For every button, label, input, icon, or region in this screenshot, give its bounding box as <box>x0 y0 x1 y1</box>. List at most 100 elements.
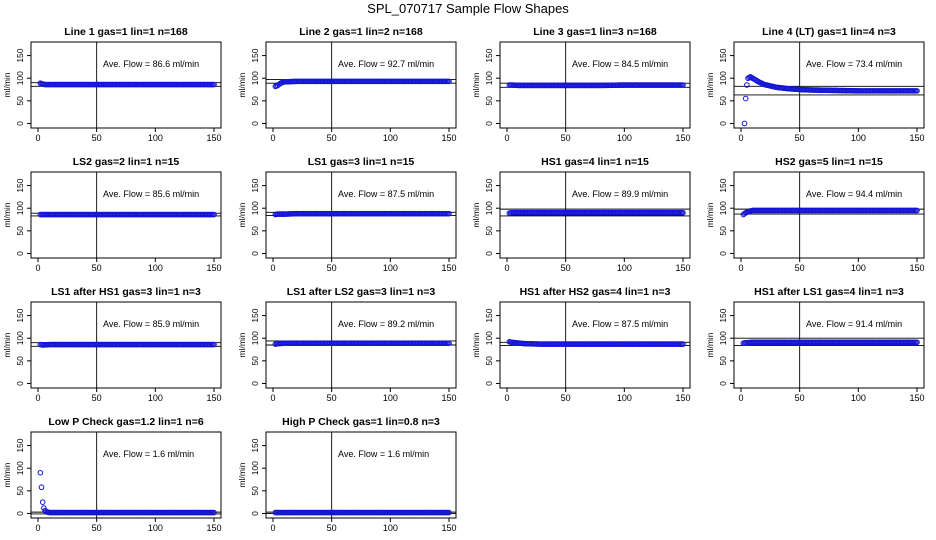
ave-flow-annotation: Ave. Flow = 1.6 ml/min <box>103 449 194 459</box>
data-point <box>742 95 749 102</box>
panel-12: HS1 after LS1 gas=4 lin=1 n=3 ml/min 0 50 10… <box>705 286 925 403</box>
y-axis-label: ml/min <box>705 202 715 227</box>
data-point <box>914 207 920 214</box>
panel-frame <box>265 171 457 259</box>
x-tick-label: 100 <box>148 523 163 533</box>
data-point <box>38 484 45 491</box>
y-tick-label: 100 <box>250 331 260 345</box>
x-tick-label: 0 <box>504 263 509 273</box>
x-tick-label: 150 <box>206 393 221 403</box>
figure-title: SPL_070717 Sample Flow Shapes <box>367 1 569 16</box>
panel-title: HS1 after HS2 gas=4 lin=1 n=3 <box>520 286 671 298</box>
panel-4: Line 4 (LT) gas=1 lin=4 n=3 ml/min 0 50 100 1… <box>705 26 925 143</box>
ave-flow-annotation: Ave. Flow = 91.4 ml/min <box>806 319 902 329</box>
panel-9: LS1 after HS1 gas=3 lin=1 n=3 ml/min 0 50 10… <box>2 286 222 403</box>
y-tick-label: 150 <box>15 438 25 452</box>
y-axis-label: ml/min <box>2 202 12 227</box>
panel-1: Line 1 gas=1 lin=1 n=168 ml/min 0 50 100 150 0… <box>2 26 222 143</box>
data-point <box>741 120 748 127</box>
y-tick-label: 50 <box>718 356 728 366</box>
data-point <box>211 341 217 348</box>
y-tick-label: 0 <box>718 121 728 126</box>
panel-title: HS2 gas=5 lin=1 n=15 <box>775 156 883 168</box>
y-tick-label: 100 <box>718 201 728 215</box>
y-axis-label: ml/min <box>471 72 481 97</box>
ave-flow-annotation: Ave. Flow = 85.6 ml/min <box>103 189 199 199</box>
y-tick-label: 50 <box>718 96 728 106</box>
y-tick-label: 0 <box>250 121 260 126</box>
y-axis-label: ml/min <box>2 72 12 97</box>
y-tick-label: 50 <box>484 226 494 236</box>
panel-6: LS1 gas=3 lin=1 n=15 ml/min 0 50 100 150 0 50 10… <box>237 156 457 273</box>
x-tick-label: 0 <box>270 523 275 533</box>
data-point <box>744 82 750 88</box>
x-tick-label: 150 <box>441 133 456 143</box>
y-tick-label: 150 <box>15 178 25 192</box>
x-tick-label: 50 <box>561 393 571 403</box>
y-tick-label: 100 <box>484 201 494 215</box>
x-tick-label: 100 <box>851 393 866 403</box>
panel-frame <box>30 301 222 389</box>
ave-flow-annotation: Ave. Flow = 73.4 ml/min <box>806 59 902 69</box>
y-tick-label: 150 <box>718 48 728 62</box>
y-axis-label: ml/min <box>471 332 481 357</box>
y-axis-label: ml/min <box>471 202 481 227</box>
ave-flow-annotation: Ave. Flow = 86.6 ml/min <box>103 59 199 69</box>
panel-frame <box>499 171 691 259</box>
x-tick-label: 50 <box>561 133 571 143</box>
x-tick-label: 50 <box>92 393 102 403</box>
data-point <box>446 340 452 346</box>
ave-flow-annotation: Ave. Flow = 85.9 ml/min <box>103 319 199 329</box>
y-tick-label: 50 <box>484 96 494 106</box>
ave-flow-annotation: Ave. Flow = 84.5 ml/min <box>572 59 668 69</box>
y-tick-label: 0 <box>250 381 260 386</box>
y-tick-label: 100 <box>250 461 260 475</box>
x-tick-label: 50 <box>327 263 337 273</box>
x-tick-label: 50 <box>92 263 102 273</box>
y-tick-label: 50 <box>250 96 260 106</box>
y-tick-label: 100 <box>15 331 25 345</box>
ave-flow-annotation: Ave. Flow = 87.5 ml/min <box>338 189 434 199</box>
x-tick-label: 50 <box>561 263 571 273</box>
y-tick-label: 100 <box>15 461 25 475</box>
ave-flow-annotation: Ave. Flow = 1.6 ml/min <box>338 449 429 459</box>
data-point <box>211 211 217 218</box>
y-axis-label: ml/min <box>237 332 247 357</box>
y-tick-label: 0 <box>15 251 25 256</box>
y-tick-label: 50 <box>250 356 260 366</box>
data-point <box>446 509 452 516</box>
ave-flow-annotation: Ave. Flow = 92.7 ml/min <box>338 59 434 69</box>
x-tick-label: 150 <box>909 133 924 143</box>
y-tick-label: 150 <box>250 178 260 192</box>
x-tick-label: 0 <box>270 263 275 273</box>
y-tick-label: 0 <box>15 381 25 386</box>
data-point <box>680 209 686 216</box>
panel-frame <box>265 41 457 129</box>
x-tick-label: 0 <box>35 133 40 143</box>
panel-2: Line 2 gas=1 lin=2 n=168 ml/min 0 50 100 150 0… <box>237 26 457 143</box>
data-point <box>680 82 686 88</box>
x-tick-label: 150 <box>909 263 924 273</box>
y-tick-label: 50 <box>15 96 25 106</box>
y-tick-label: 150 <box>718 308 728 322</box>
y-tick-label: 150 <box>250 308 260 322</box>
x-tick-label: 0 <box>35 393 40 403</box>
panel-frame <box>499 301 691 389</box>
panel-title: HS1 gas=4 lin=1 n=15 <box>541 156 649 168</box>
x-tick-label: 150 <box>675 263 690 273</box>
data-point <box>680 341 686 347</box>
y-tick-label: 100 <box>718 331 728 345</box>
x-tick-label: 100 <box>617 133 632 143</box>
panel-frame <box>499 41 691 129</box>
y-tick-label: 100 <box>250 71 260 85</box>
panel-5: LS2 gas=2 lin=1 n=15 ml/min 0 50 100 150 0 50 10… <box>2 156 222 273</box>
y-tick-label: 0 <box>718 381 728 386</box>
y-tick-label: 0 <box>15 121 25 126</box>
x-tick-label: 100 <box>617 393 632 403</box>
x-tick-label: 0 <box>738 263 743 273</box>
x-tick-label: 100 <box>383 133 398 143</box>
x-tick-label: 100 <box>851 133 866 143</box>
panel-11: HS1 after HS2 gas=4 lin=1 n=3 ml/min 0 50 10… <box>471 286 691 403</box>
data-point <box>446 78 452 85</box>
